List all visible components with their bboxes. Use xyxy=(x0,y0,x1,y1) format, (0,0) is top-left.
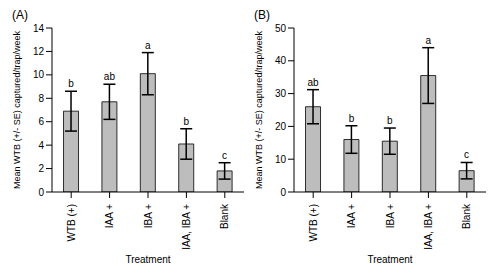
svg-text:Mean WTB (+/- SE) captured/tra: Mean WTB (+/- SE) captured/trap/week xyxy=(254,31,264,189)
html-text:(B): (B) xyxy=(254,8,270,22)
svg-text:0: 0 xyxy=(280,187,286,198)
svg-text:2: 2 xyxy=(38,163,44,174)
svg-text:Treatment: Treatment xyxy=(367,254,412,265)
svg-text:ab: ab xyxy=(307,77,319,88)
svg-text:WTB (+): WTB (+) xyxy=(308,204,319,242)
svg-text:6: 6 xyxy=(38,116,44,127)
svg-text:30: 30 xyxy=(275,88,287,99)
svg-text:b: b xyxy=(349,113,355,124)
svg-text:b: b xyxy=(68,78,74,89)
svg-text:Blank: Blank xyxy=(219,203,230,229)
svg-text:IAA, IBA +: IAA, IBA + xyxy=(423,204,434,250)
svg-text:IAA +: IAA + xyxy=(346,204,357,228)
svg-text:10: 10 xyxy=(275,154,287,165)
svg-text:a: a xyxy=(425,35,431,46)
svg-text:10: 10 xyxy=(33,69,45,80)
svg-text:WTB (+): WTB (+) xyxy=(66,204,77,242)
svg-text:0: 0 xyxy=(38,187,44,198)
svg-text:b: b xyxy=(183,116,189,127)
svg-text:b: b xyxy=(387,115,393,126)
svg-text:c: c xyxy=(464,149,469,160)
svg-text:c: c xyxy=(222,150,227,161)
svg-text:a: a xyxy=(145,40,151,51)
html-text:(A): (A) xyxy=(12,8,28,22)
svg-text:8: 8 xyxy=(38,93,44,104)
svg-text:50: 50 xyxy=(275,23,287,34)
svg-text:4: 4 xyxy=(38,140,44,151)
svg-text:IAA, IBA +: IAA, IBA + xyxy=(181,204,192,250)
svg-text:20: 20 xyxy=(275,121,287,132)
svg-text:IAA +: IAA + xyxy=(104,204,115,228)
svg-text:IBA +: IBA + xyxy=(385,204,396,228)
svg-text:Blank: Blank xyxy=(461,203,472,229)
svg-text:ab: ab xyxy=(104,71,116,82)
svg-text:12: 12 xyxy=(33,46,45,57)
svg-text:IBA +: IBA + xyxy=(143,204,154,228)
svg-text:40: 40 xyxy=(275,55,287,66)
svg-text:Treatment: Treatment xyxy=(125,254,170,265)
svg-text:14: 14 xyxy=(33,23,45,34)
svg-text:Mean WTB (+/- SE) captured/tra: Mean WTB (+/- SE) captured/trap/week xyxy=(12,31,22,189)
